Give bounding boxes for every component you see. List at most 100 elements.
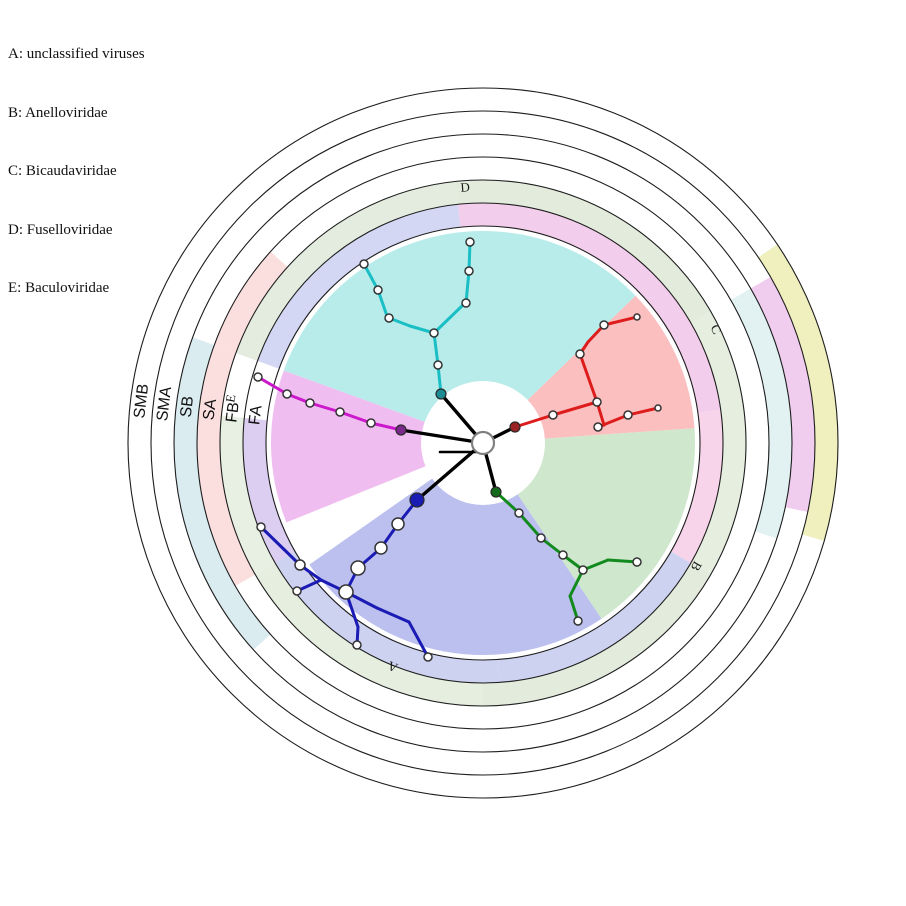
clade-C-node-2[interactable] bbox=[575, 349, 585, 359]
legend: A: unclassified viruses B: Anelloviridae… bbox=[8, 6, 145, 338]
clade-A-node-3[interactable] bbox=[338, 584, 354, 600]
clade-C-edge-2 bbox=[578, 352, 599, 404]
ring-label-FB: FB bbox=[223, 401, 242, 423]
root-node[interactable] bbox=[470, 430, 496, 456]
clade-C-node-6[interactable] bbox=[623, 410, 633, 420]
clade-B-node-1[interactable] bbox=[536, 533, 546, 543]
legend-entry-B: B: Anelloviridae bbox=[8, 104, 108, 121]
clade-A-edge-6 bbox=[259, 525, 302, 567]
ring-outline-0 bbox=[127, 87, 839, 799]
ring-segment-FB-6 bbox=[455, 180, 711, 323]
ring-outline-6 bbox=[265, 225, 701, 661]
clade-E-node-3[interactable] bbox=[282, 389, 292, 399]
ring-label-layer: SMB SMA SB SA FB FA bbox=[131, 383, 265, 426]
ring-segment-FB-10 bbox=[219, 415, 276, 575]
clade-C-node-3[interactable] bbox=[599, 320, 609, 330]
ring-outline-layer bbox=[127, 87, 839, 799]
clade-D-root-node[interactable] bbox=[435, 388, 447, 400]
clade-A-node-4[interactable] bbox=[294, 559, 306, 571]
clade-C-edge-5 bbox=[602, 315, 639, 327]
clade-A-node-5[interactable] bbox=[256, 522, 266, 532]
clade-branch-layer bbox=[253, 237, 662, 662]
clade-E-node-2[interactable] bbox=[305, 398, 315, 408]
ring-segment-SMB-17 bbox=[758, 244, 838, 541]
clade-B-node-0[interactable] bbox=[514, 508, 524, 518]
clade-A-node-0[interactable] bbox=[391, 517, 405, 531]
clade-A-node-8[interactable] bbox=[423, 652, 433, 662]
clade-B-edge-1 bbox=[517, 511, 543, 540]
clade-C bbox=[509, 313, 662, 433]
ring-segment-SA-13 bbox=[214, 251, 288, 354]
clade-C-edge-0 bbox=[513, 413, 555, 429]
clade-D-node-7[interactable] bbox=[465, 237, 475, 247]
ring-segment-SA-12 bbox=[196, 345, 256, 586]
ring-segment-FA-4 bbox=[242, 417, 296, 563]
clade-D-node-0[interactable] bbox=[433, 360, 443, 370]
ring-outline-3 bbox=[196, 156, 770, 730]
clade-B-node-4[interactable] bbox=[573, 616, 583, 626]
clade-C-node-4[interactable] bbox=[633, 313, 641, 321]
clade-E-root-node[interactable] bbox=[395, 424, 407, 436]
clade-E-node-1[interactable] bbox=[335, 407, 345, 417]
clade-C-node-1[interactable] bbox=[592, 397, 602, 407]
clade-C-edge-8 bbox=[596, 413, 630, 429]
ring-segment-FA-5 bbox=[257, 204, 461, 369]
ring-segment-FB-9 bbox=[255, 563, 483, 706]
clade-A-edge-12 bbox=[407, 620, 430, 659]
legend-entry-C: C: Bicaudaviridae bbox=[8, 163, 117, 179]
clade-B-root-node[interactable] bbox=[490, 486, 502, 498]
clade-C-node-7[interactable] bbox=[654, 404, 662, 412]
clade-A-edge-11 bbox=[375, 606, 411, 624]
clade-E-node-0[interactable] bbox=[366, 418, 376, 428]
ring-segment-FA-2 bbox=[498, 551, 691, 683]
clade-C-edge-1 bbox=[551, 400, 599, 417]
ring-outline-2 bbox=[173, 133, 793, 753]
clade-E-edge-4 bbox=[256, 375, 289, 396]
clade-B bbox=[490, 486, 642, 626]
clade-A-node-1[interactable] bbox=[374, 541, 388, 555]
ring-segment-FA-1 bbox=[670, 409, 723, 563]
clade-D-node-5[interactable] bbox=[461, 298, 471, 308]
clade-sector-D bbox=[283, 230, 636, 443]
clade-B-node-2[interactable] bbox=[558, 550, 568, 560]
ring-label-SMA: SMA bbox=[154, 385, 175, 422]
clade-label-E: E bbox=[222, 393, 238, 403]
clade-B-edge-7 bbox=[606, 558, 639, 564]
ring-segment-SB-15 bbox=[730, 288, 792, 539]
clade-C-node-5[interactable] bbox=[593, 422, 603, 432]
clade-A-node-2[interactable] bbox=[350, 560, 366, 576]
ring-outline-5 bbox=[242, 202, 724, 684]
ring-segment-FB-8 bbox=[483, 563, 711, 706]
clade-D-edge-9 bbox=[464, 269, 471, 305]
clade-D-node-4[interactable] bbox=[359, 259, 369, 269]
clade-D-node-1[interactable] bbox=[429, 328, 439, 338]
clade-sector-layer bbox=[271, 230, 695, 655]
clade-B-node-5[interactable] bbox=[632, 557, 642, 567]
legend-entry-E: E: Baculoviridae bbox=[8, 280, 110, 296]
clade-B-node-3[interactable] bbox=[578, 565, 588, 575]
clade-A-root-node[interactable] bbox=[409, 492, 425, 508]
clade-E-node-4[interactable] bbox=[253, 372, 263, 382]
ring-segment-FB-11 bbox=[235, 181, 458, 361]
clade-C-root-node[interactable] bbox=[509, 421, 521, 433]
clade-C-node-0[interactable] bbox=[548, 410, 558, 420]
clade-D-node-2[interactable] bbox=[384, 313, 394, 323]
clade-sector-A bbox=[309, 443, 602, 655]
clade-D-node-6[interactable] bbox=[464, 266, 474, 276]
legend-entry-D: D: Fuselloviridae bbox=[8, 221, 113, 238]
clade-C-edge-9 bbox=[626, 406, 660, 417]
clade-D-edge-6 bbox=[362, 262, 380, 292]
clade-A-node-7[interactable] bbox=[352, 640, 362, 650]
clade-D-edge-7 bbox=[432, 303, 465, 335]
clade-B-edge-4 bbox=[568, 568, 585, 598]
clade-D-edge-10 bbox=[467, 240, 472, 273]
clade-A-node-6[interactable] bbox=[292, 586, 302, 596]
clade-D-node-3[interactable] bbox=[373, 285, 383, 295]
ring-label-SA: SA bbox=[201, 398, 221, 422]
clade-E-edge-2 bbox=[308, 401, 342, 414]
ring-label-SMB: SMB bbox=[131, 383, 152, 419]
clade-label-D: D bbox=[460, 179, 470, 195]
clade-sector-B bbox=[483, 428, 695, 619]
